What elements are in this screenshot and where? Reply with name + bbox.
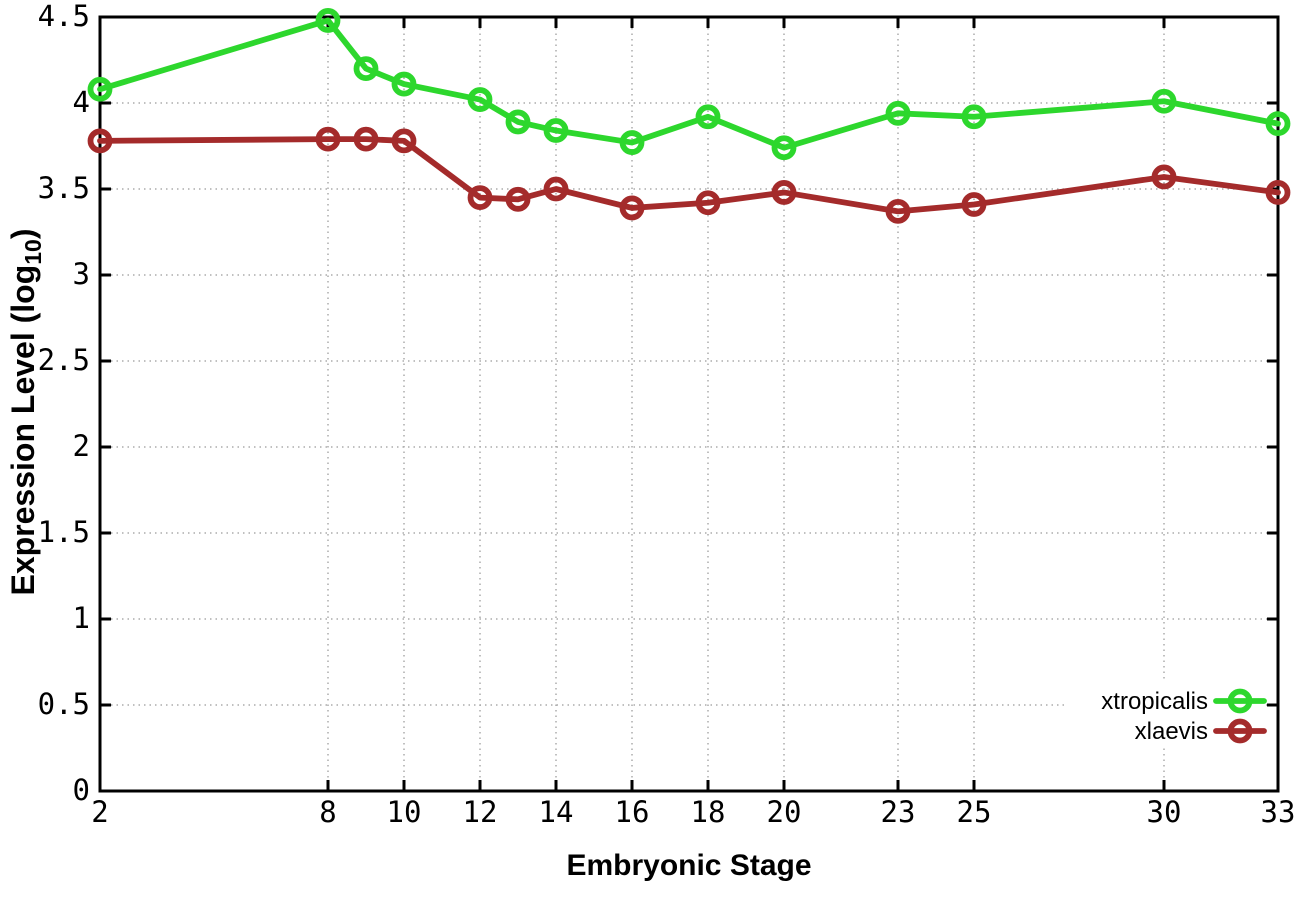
legend-label-xtropicalis: xtropicalis: [1101, 688, 1208, 715]
series-xlaevis-point-20: [771, 180, 797, 205]
y-tick-label-0.5: 0.5: [38, 687, 90, 721]
legend-sample-marker-xlaevis: [1227, 718, 1253, 744]
series-xtropicalis-point-13: [505, 109, 531, 135]
legend: xtropicalis xlaevis: [1064, 680, 1267, 746]
series-xtropicalis-point-10: [391, 71, 417, 97]
series-xlaevis-line: [97, 136, 1281, 215]
y-tick-label-2.5: 2.5: [38, 343, 90, 377]
x-tick-label-33: 33: [1261, 795, 1296, 829]
legend-label-xlaevis: xlaevis: [1135, 718, 1208, 745]
series-xtropicalis-point-2: [87, 76, 113, 102]
x-tick-label-8: 8: [319, 795, 336, 829]
y-axis-title-main: Expression Level (log: [5, 265, 41, 596]
tick-labels: 2 8 10 12 14 16 18 20 23 25 30 33 0 0.5 1 1.5 2 2.5 3 3.5 4 4…: [38, 0, 1296, 829]
series-xlaevis-point-12: [467, 185, 493, 211]
series-xlaevis-point-14: [543, 176, 569, 202]
series-xtropicalis-point-25: [961, 104, 987, 130]
x-tick-label-30: 30: [1147, 795, 1182, 829]
series-xtropicalis-point-20: [771, 135, 797, 161]
series-xtropicalis-point-9: [353, 56, 379, 81]
series-xlaevis-point-8: [315, 126, 341, 152]
y-axis-title: Expression Level (log10): [5, 228, 46, 595]
series-xlaevis-point-16: [619, 195, 645, 221]
y-tick-label-1.5: 1.5: [38, 515, 90, 549]
y-tick-label-4: 4: [73, 85, 90, 119]
x-tick-label-23: 23: [881, 795, 916, 829]
x-tick-label-2: 2: [91, 795, 108, 829]
y-tick-label-4.5: 4.5: [38, 0, 90, 33]
y-tick-label-3.5: 3.5: [38, 171, 90, 205]
x-tick-label-10: 10: [387, 795, 422, 829]
series-xlaevis-point-9: [353, 126, 379, 152]
y-tick-label-3: 3: [73, 257, 90, 291]
y-tick-label-0: 0: [73, 773, 90, 807]
series-xtropicalis-point-14: [543, 118, 569, 143]
series-xtropicalis-point-30: [1151, 88, 1177, 114]
y-axis-title-close: ): [5, 228, 41, 239]
series-xtropicalis-point-18: [695, 104, 721, 130]
plot-border: [98, 15, 1280, 793]
data-series: [87, 8, 1291, 224]
series-xlaevis-point-33: [1265, 180, 1291, 205]
series-xlaevis-point-13: [505, 186, 531, 212]
y-axis-title-subscript: 10: [20, 239, 46, 265]
series-xlaevis-point-18: [695, 190, 721, 216]
series-xtropicalis-point-23: [885, 100, 911, 126]
series-xtropicalis-line: [97, 17, 1281, 151]
series-xlaevis-point-25: [961, 192, 987, 217]
x-tick-label-12: 12: [463, 795, 498, 829]
series-xlaevis-point-23: [885, 198, 911, 224]
x-tick-label-18: 18: [691, 795, 726, 829]
series-xtropicalis-point-16: [619, 130, 645, 155]
y-tick-label-2: 2: [73, 429, 90, 463]
x-tick-label-14: 14: [539, 795, 574, 829]
axes-and-ticks: [98, 15, 1280, 793]
series-xtropicalis-point-8: [315, 8, 341, 33]
series-xtropicalis-point-33: [1265, 111, 1291, 137]
x-tick-label-20: 20: [767, 795, 802, 829]
x-tick-label-16: 16: [615, 795, 650, 829]
x-axis-title: Embryonic Stage: [566, 849, 811, 882]
series-xlaevis-point-30: [1151, 164, 1177, 190]
series-xlaevis-point-10: [391, 128, 417, 154]
x-tick-label-25: 25: [957, 795, 992, 829]
series-xtropicalis-point-12: [467, 87, 493, 112]
y-tick-label-1: 1: [73, 601, 90, 635]
gridlines: [100, 17, 1278, 791]
legend-sample-marker-xtropicalis: [1227, 688, 1253, 714]
series-xlaevis-point-2: [87, 128, 113, 154]
